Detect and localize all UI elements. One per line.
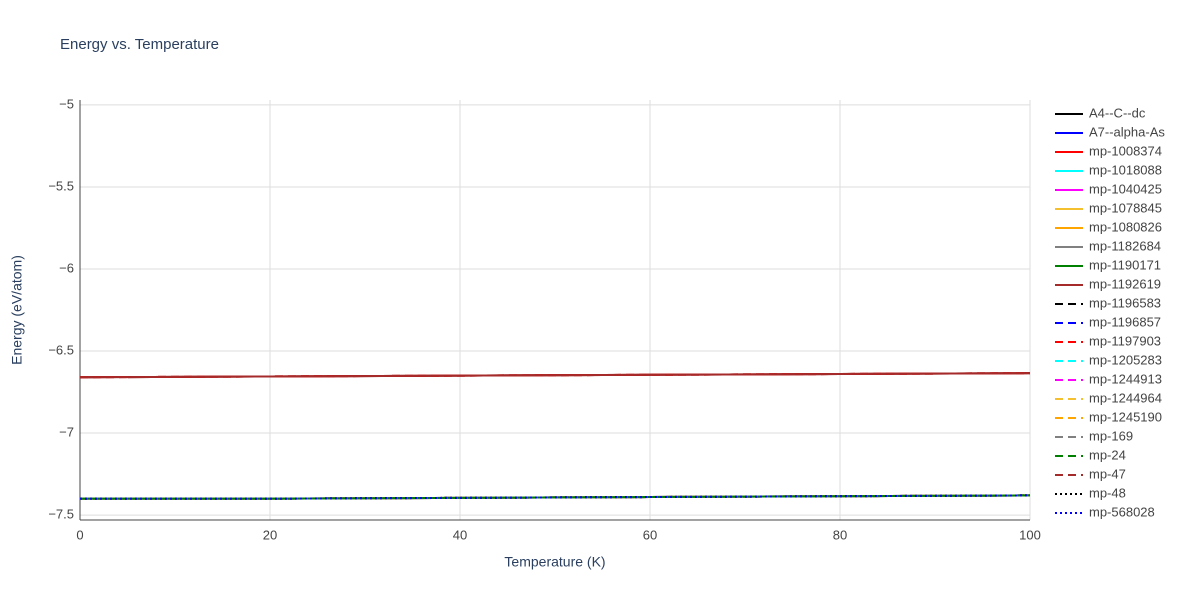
chart-title: Energy vs. Temperature <box>60 36 219 53</box>
legend-label: mp-1080826 <box>1089 219 1162 234</box>
legend-label: mp-1244964 <box>1089 390 1162 405</box>
legend-label: mp-1018088 <box>1089 162 1162 177</box>
legend-label: mp-48 <box>1089 485 1126 500</box>
series-line <box>80 494 1031 500</box>
legend-label: mp-1008374 <box>1089 143 1162 158</box>
legend-label: mp-1205283 <box>1089 352 1162 367</box>
legend-label: A7--alpha-As <box>1089 124 1165 139</box>
x-tick-label: 100 <box>1019 527 1041 542</box>
legend-label: mp-24 <box>1089 447 1126 462</box>
legend-label: mp-1078845 <box>1089 200 1162 215</box>
legend-label: mp-47 <box>1089 466 1126 481</box>
legend-label: mp-1197903 <box>1089 333 1161 348</box>
series-line <box>79 372 1031 379</box>
legend-label: mp-1245190 <box>1089 409 1162 424</box>
y-tick-label: −6.5 <box>48 342 74 357</box>
legend-label: mp-1244913 <box>1089 371 1162 386</box>
legend-label: mp-1196583 <box>1089 295 1161 310</box>
legend-label: mp-1190171 <box>1089 257 1161 272</box>
y-axis-title: Energy (eV/atom) <box>9 255 25 365</box>
y-tick-label: −5.5 <box>48 178 74 193</box>
y-tick-label: −6 <box>59 260 74 275</box>
legend-label: mp-1192619 <box>1089 276 1161 291</box>
legend-label: mp-568028 <box>1089 504 1155 519</box>
y-tick-label: −5 <box>59 96 74 111</box>
x-tick-label: 40 <box>453 527 467 542</box>
x-axis-title: Temperature (K) <box>504 554 605 570</box>
y-tick-label: −7.5 <box>48 507 74 522</box>
legend-label: mp-1040425 <box>1089 181 1162 196</box>
legend-label: mp-169 <box>1089 428 1133 443</box>
y-tick-label: −7 <box>59 424 74 439</box>
x-tick-label: 20 <box>263 527 277 542</box>
x-tick-label: 60 <box>643 527 657 542</box>
legend-label: A4--C--dc <box>1089 105 1146 120</box>
legend-label: mp-1182684 <box>1089 238 1161 253</box>
x-tick-label: 0 <box>76 527 83 542</box>
legend-label: mp-1196857 <box>1089 314 1161 329</box>
x-tick-label: 80 <box>833 527 847 542</box>
